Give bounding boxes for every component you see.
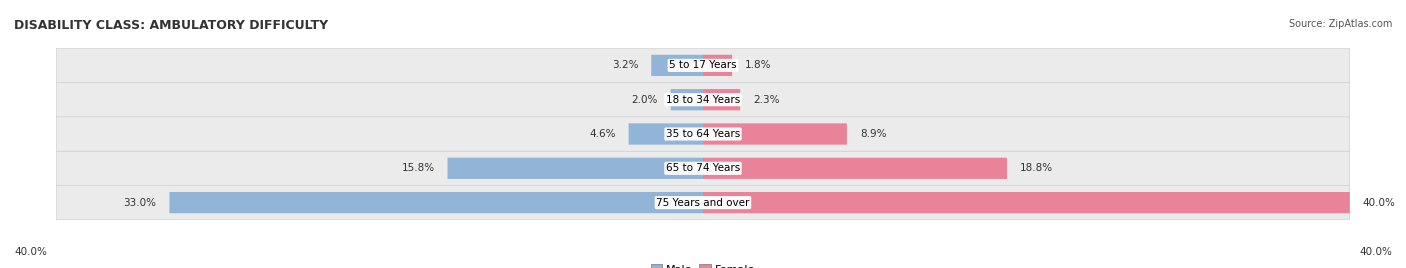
Text: 65 to 74 Years: 65 to 74 Years bbox=[666, 163, 740, 173]
FancyBboxPatch shape bbox=[703, 89, 740, 110]
FancyBboxPatch shape bbox=[447, 158, 703, 179]
FancyBboxPatch shape bbox=[628, 123, 703, 145]
Text: 33.0%: 33.0% bbox=[124, 198, 156, 208]
Text: 40.0%: 40.0% bbox=[1360, 247, 1392, 257]
Text: 18.8%: 18.8% bbox=[1019, 163, 1053, 173]
Text: 40.0%: 40.0% bbox=[1362, 198, 1396, 208]
Text: 5 to 17 Years: 5 to 17 Years bbox=[669, 60, 737, 70]
FancyBboxPatch shape bbox=[56, 83, 1350, 117]
Text: 4.6%: 4.6% bbox=[589, 129, 616, 139]
FancyBboxPatch shape bbox=[651, 55, 703, 76]
Text: 40.0%: 40.0% bbox=[14, 247, 46, 257]
Text: 18 to 34 Years: 18 to 34 Years bbox=[666, 95, 740, 105]
Text: 8.9%: 8.9% bbox=[860, 129, 886, 139]
Text: 1.8%: 1.8% bbox=[745, 60, 772, 70]
FancyBboxPatch shape bbox=[703, 158, 1007, 179]
Text: 35 to 64 Years: 35 to 64 Years bbox=[666, 129, 740, 139]
Text: 3.2%: 3.2% bbox=[612, 60, 638, 70]
Text: 2.0%: 2.0% bbox=[631, 95, 658, 105]
FancyBboxPatch shape bbox=[703, 55, 733, 76]
FancyBboxPatch shape bbox=[56, 117, 1350, 151]
FancyBboxPatch shape bbox=[671, 89, 703, 110]
Text: DISABILITY CLASS: AMBULATORY DIFFICULTY: DISABILITY CLASS: AMBULATORY DIFFICULTY bbox=[14, 19, 328, 32]
Text: 75 Years and over: 75 Years and over bbox=[657, 198, 749, 208]
Text: 15.8%: 15.8% bbox=[402, 163, 434, 173]
FancyBboxPatch shape bbox=[170, 192, 703, 213]
Text: Source: ZipAtlas.com: Source: ZipAtlas.com bbox=[1288, 19, 1392, 29]
FancyBboxPatch shape bbox=[703, 123, 846, 145]
Text: 2.3%: 2.3% bbox=[754, 95, 779, 105]
FancyBboxPatch shape bbox=[56, 151, 1350, 185]
FancyBboxPatch shape bbox=[703, 192, 1350, 213]
FancyBboxPatch shape bbox=[56, 48, 1350, 83]
Legend: Male, Female: Male, Female bbox=[647, 260, 759, 268]
FancyBboxPatch shape bbox=[56, 185, 1350, 220]
